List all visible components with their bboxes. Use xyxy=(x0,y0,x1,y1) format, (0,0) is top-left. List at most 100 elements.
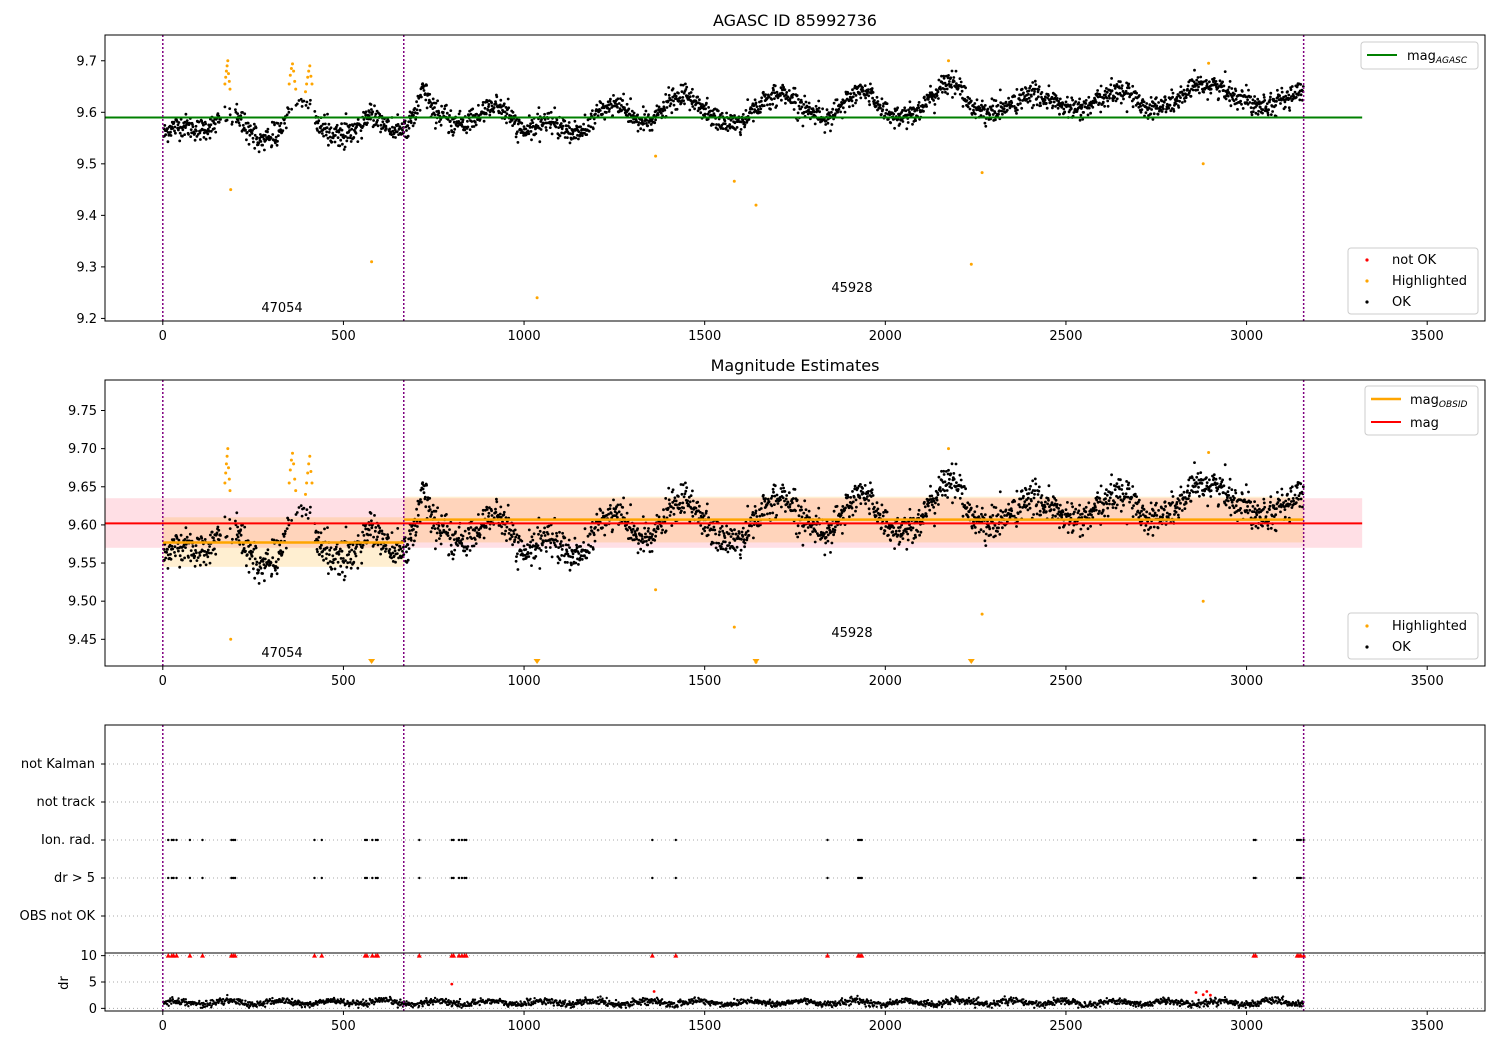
ok-point xyxy=(275,143,279,147)
ok-point xyxy=(834,525,837,529)
ok-point xyxy=(783,490,787,493)
ok-point xyxy=(960,89,964,93)
ok-point xyxy=(867,499,871,502)
ok-point xyxy=(817,99,821,103)
ok-point xyxy=(1288,109,1292,112)
ok-point xyxy=(188,532,192,536)
ok-point xyxy=(1269,95,1272,99)
ok-point xyxy=(848,105,851,109)
ok-point xyxy=(284,126,288,130)
ok-point xyxy=(1205,481,1209,484)
ok-point xyxy=(449,124,453,128)
ok-point xyxy=(669,102,673,105)
ok-point xyxy=(729,118,733,122)
ok-point xyxy=(173,551,176,554)
ok-point xyxy=(253,133,257,137)
ok-point xyxy=(334,134,337,137)
ok-point xyxy=(671,488,675,492)
ok-point xyxy=(527,132,531,136)
ok-point xyxy=(396,527,400,530)
ok-point xyxy=(1078,535,1082,538)
ok-point xyxy=(490,509,493,513)
ok-point xyxy=(276,122,280,125)
ok-point xyxy=(800,515,804,519)
ok-point xyxy=(1189,499,1193,503)
ok-point xyxy=(438,120,441,123)
ok-point xyxy=(725,111,728,115)
ok-point xyxy=(771,511,775,515)
ok-point xyxy=(1199,471,1203,474)
ok-point xyxy=(166,127,169,131)
ok-point xyxy=(336,136,340,140)
ok-point xyxy=(846,92,850,95)
ok-point xyxy=(878,512,882,516)
ok-point xyxy=(716,128,720,131)
ok-point xyxy=(979,528,983,532)
ok-point xyxy=(251,562,255,565)
ok-point xyxy=(372,535,375,539)
ok-point xyxy=(449,109,453,112)
ok-point xyxy=(1162,508,1166,512)
ok-point xyxy=(875,501,879,505)
panel2-title: Magnitude Estimates xyxy=(711,356,880,375)
ok-point xyxy=(678,96,682,100)
ok-point xyxy=(352,136,356,139)
ok-point xyxy=(388,548,392,551)
ok-point xyxy=(300,105,304,108)
ok-point xyxy=(1298,98,1302,102)
ok-point xyxy=(1030,499,1033,503)
ok-point xyxy=(1010,509,1014,513)
ok-point xyxy=(164,133,168,137)
ok-point xyxy=(171,547,175,551)
agasc-line-legend: magAGASC xyxy=(1360,41,1479,70)
ok-point xyxy=(1155,104,1159,108)
ok-point xyxy=(1162,107,1165,111)
ok-point xyxy=(257,582,261,585)
ok-point xyxy=(782,486,785,490)
ok-point xyxy=(367,528,371,532)
ok-point xyxy=(411,124,415,128)
ok-point xyxy=(861,487,864,490)
ok-point xyxy=(871,96,874,100)
ok-point xyxy=(817,506,821,510)
ok-point xyxy=(652,113,656,117)
ok-point xyxy=(466,119,469,123)
ok-point xyxy=(355,545,358,548)
ok-point xyxy=(1028,99,1032,103)
ok-point xyxy=(1037,489,1041,493)
ok-point xyxy=(1267,108,1270,112)
ok-point xyxy=(269,136,273,140)
ok-point xyxy=(827,526,831,529)
ok-point xyxy=(869,481,872,485)
ok-point xyxy=(184,112,188,116)
ok-point xyxy=(936,493,940,497)
ok-point xyxy=(263,557,267,561)
ok-point xyxy=(495,95,499,99)
ok-point xyxy=(750,107,754,111)
ok-point xyxy=(1064,508,1068,511)
ok-point xyxy=(1105,502,1109,506)
ok-point xyxy=(809,533,812,536)
ok-point xyxy=(527,528,531,532)
ok-point xyxy=(513,538,517,542)
ok-point xyxy=(948,477,951,481)
ok-point xyxy=(935,498,939,502)
ok-point xyxy=(537,532,540,536)
ok-point xyxy=(723,119,727,123)
ok-point xyxy=(1269,113,1273,116)
ok-point xyxy=(714,546,718,550)
ok-point xyxy=(253,576,257,580)
ok-point xyxy=(923,500,926,504)
ok-point xyxy=(1180,509,1184,512)
ok-point xyxy=(354,131,358,135)
ok-point xyxy=(1070,502,1074,505)
ok-point xyxy=(431,503,435,507)
ok-point xyxy=(923,505,927,509)
ok-point xyxy=(1196,88,1199,92)
highlighted-point xyxy=(226,59,230,63)
ok-point xyxy=(360,561,364,565)
ok-point xyxy=(333,140,337,144)
ok-point xyxy=(787,491,791,495)
ok-point xyxy=(495,497,498,501)
ok-point xyxy=(705,101,708,105)
